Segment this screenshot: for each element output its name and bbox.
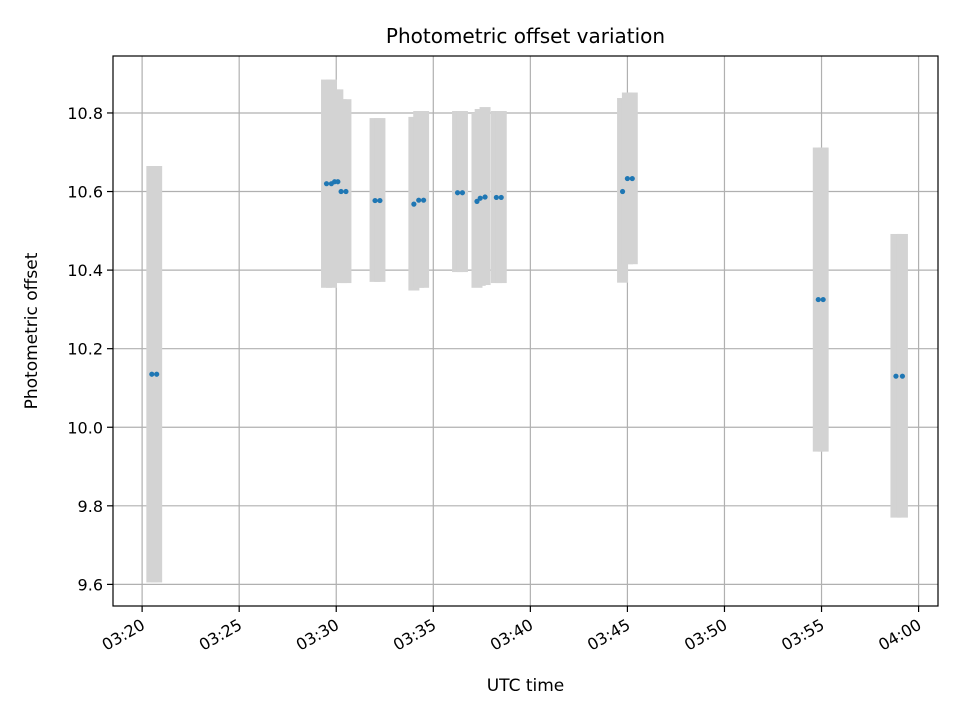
y-tick-label: 10.0 [67, 418, 103, 437]
data-point [498, 194, 504, 201]
data-point [899, 373, 906, 379]
x-tick-label: 03:20 [99, 615, 148, 655]
data-point [477, 195, 483, 201]
data-point [820, 296, 826, 303]
data-point [411, 201, 417, 207]
plot-frame [112, 55, 939, 607]
data-point [420, 197, 427, 203]
data-point [893, 373, 899, 379]
y-tick-label: 9.6 [78, 575, 103, 594]
x-tick-label: 03:50 [681, 615, 730, 655]
data-point [493, 194, 499, 201]
data-point [338, 188, 344, 195]
data-points [149, 175, 906, 379]
x-tick-label: 03:40 [487, 615, 536, 655]
x-tick-label: 03:45 [584, 615, 633, 655]
data-point [624, 175, 631, 182]
data-point [459, 190, 466, 196]
x-tick-label: 04:00 [875, 615, 924, 655]
data-point [149, 371, 155, 377]
y-axis-ticks: 9.6 9.8 10.0 10.2 10.4 10.6 10.8 [67, 104, 113, 594]
data-point [416, 197, 422, 203]
data-point [372, 197, 378, 204]
x-tick-label: 03:25 [196, 615, 245, 655]
data-point [323, 181, 330, 187]
y-axis-label: Photometric offset [22, 252, 42, 409]
data-point [454, 190, 461, 196]
data-point [619, 188, 626, 195]
x-tick-label: 03:35 [390, 615, 439, 655]
data-point [482, 194, 488, 200]
y-tick-label: 10.8 [67, 104, 103, 123]
y-tick-label: 10.2 [67, 340, 103, 359]
data-point [335, 179, 341, 185]
x-axis-label: UTC time [487, 676, 565, 696]
x-tick-label: 03:30 [293, 615, 342, 655]
data-point [815, 296, 821, 303]
data-point [474, 198, 480, 204]
x-tick-label: 03:55 [778, 615, 827, 655]
data-point [343, 188, 349, 195]
x-axis-ticks: 03:20 03:25 03:30 03:35 03:40 03:45 03:50 03:55… [99, 606, 925, 655]
chart-title: Photometric offset variation [386, 24, 665, 48]
y-tick-label: 10.4 [67, 261, 103, 280]
error-bars [146, 79, 908, 583]
y-tick-label: 10.6 [67, 183, 103, 202]
y-tick-label: 9.8 [78, 497, 103, 516]
data-point [154, 371, 160, 377]
data-point [629, 175, 635, 182]
data-point [377, 197, 383, 204]
